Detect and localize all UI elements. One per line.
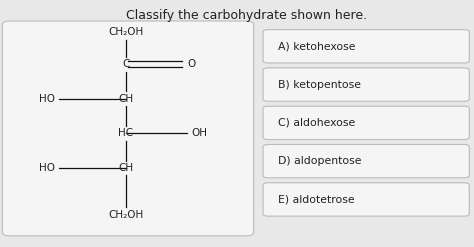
Text: HO: HO [39,163,55,173]
Text: CH₂OH: CH₂OH [108,27,143,37]
FancyBboxPatch shape [263,68,469,101]
Text: O: O [187,59,195,69]
Text: HO: HO [39,94,55,104]
FancyBboxPatch shape [263,144,469,178]
Text: C) aldohexose: C) aldohexose [278,118,356,128]
Text: OH: OH [191,128,207,138]
Text: C: C [122,59,129,69]
FancyBboxPatch shape [263,106,469,140]
Text: A) ketohexose: A) ketohexose [278,41,356,51]
Text: CH: CH [118,94,133,104]
FancyBboxPatch shape [263,30,469,63]
Text: CH₂OH: CH₂OH [108,210,143,220]
Text: HC: HC [118,128,133,138]
Text: CH: CH [118,163,133,173]
FancyBboxPatch shape [263,183,469,216]
FancyBboxPatch shape [2,21,254,236]
Text: B) ketopentose: B) ketopentose [278,80,361,90]
Text: D) aldopentose: D) aldopentose [278,156,362,166]
Text: Classify the carbohydrate shown here.: Classify the carbohydrate shown here. [126,9,367,22]
Text: E) aldotetrose: E) aldotetrose [278,194,355,205]
